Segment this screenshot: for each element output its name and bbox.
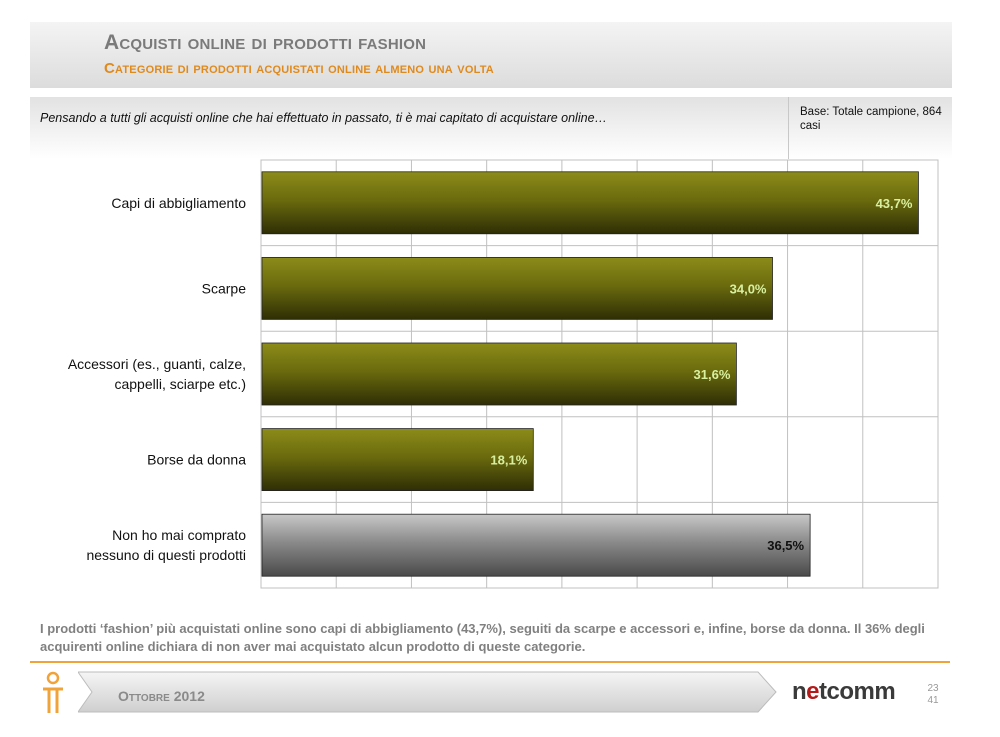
bar-value-label: 31,6% bbox=[694, 367, 731, 382]
category-label-line: Capi di abbigliamento bbox=[111, 195, 246, 211]
question-text: Pensando a tutti gli acquisti online che… bbox=[40, 111, 608, 125]
bar-value-label: 36,5% bbox=[767, 538, 804, 553]
base-note: Base: Totale campione, 864 casi bbox=[800, 106, 942, 132]
bar bbox=[261, 513, 811, 577]
brand-logo: netcomm bbox=[792, 678, 896, 706]
header-band bbox=[30, 22, 952, 88]
orange-rule bbox=[30, 661, 950, 663]
category-label-line: cappelli, sciarpe etc.) bbox=[114, 376, 246, 392]
bar bbox=[261, 171, 919, 235]
category-label: Accessori (es., guanti, calze, cappelli, … bbox=[68, 356, 246, 392]
footer-ribbon bbox=[78, 671, 777, 713]
category-label-line: nessuno di questi prodotti bbox=[86, 547, 246, 563]
category-label: Scarpe bbox=[202, 280, 247, 296]
page-subtitle: Categorie di prodotti acquistati online … bbox=[104, 60, 494, 77]
brand-logo-part: tcomm bbox=[819, 678, 896, 705]
brand-logo-accent: e bbox=[806, 678, 820, 705]
bar bbox=[261, 256, 773, 320]
category-label-line: Borse da donna bbox=[147, 452, 246, 468]
category-label: Capi di abbigliamento bbox=[111, 195, 246, 211]
page-current: 23 bbox=[927, 683, 939, 694]
category-label: Borse da donna bbox=[147, 452, 246, 468]
footer-date: Ottobre 2012 bbox=[118, 688, 205, 704]
page-title: Acquisti online di prodotti fashion bbox=[104, 31, 427, 54]
bar bbox=[261, 428, 534, 492]
category-labels: Capi di abbigliamento Scarpe Accessori (es… bbox=[68, 195, 246, 563]
bar-value-label: 43,7% bbox=[876, 196, 913, 211]
category-label-line: Non ho mai comprato bbox=[112, 527, 246, 543]
question-band bbox=[30, 97, 952, 159]
person-icon bbox=[43, 671, 63, 713]
bar bbox=[261, 342, 737, 406]
page-total: 41 bbox=[927, 695, 939, 706]
chart-bars: 43,7% 34,0% 31,6% 18,1% 36,5% bbox=[261, 171, 919, 577]
bar-value-label: 34,0% bbox=[730, 281, 767, 296]
summary-text: I prodotti ‘fashion’ più acquistati onli… bbox=[40, 621, 925, 654]
category-label-line: Scarpe bbox=[202, 280, 247, 296]
bar-value-label: 18,1% bbox=[490, 453, 527, 468]
brand-logo-part: n bbox=[792, 678, 807, 705]
category-label-line: Accessori (es., guanti, calze, bbox=[68, 356, 246, 372]
band-divider bbox=[788, 97, 789, 159]
category-label: Non ho mai comprato nessuno di questi pro… bbox=[86, 527, 246, 563]
page-number: 23 41 bbox=[920, 683, 946, 707]
